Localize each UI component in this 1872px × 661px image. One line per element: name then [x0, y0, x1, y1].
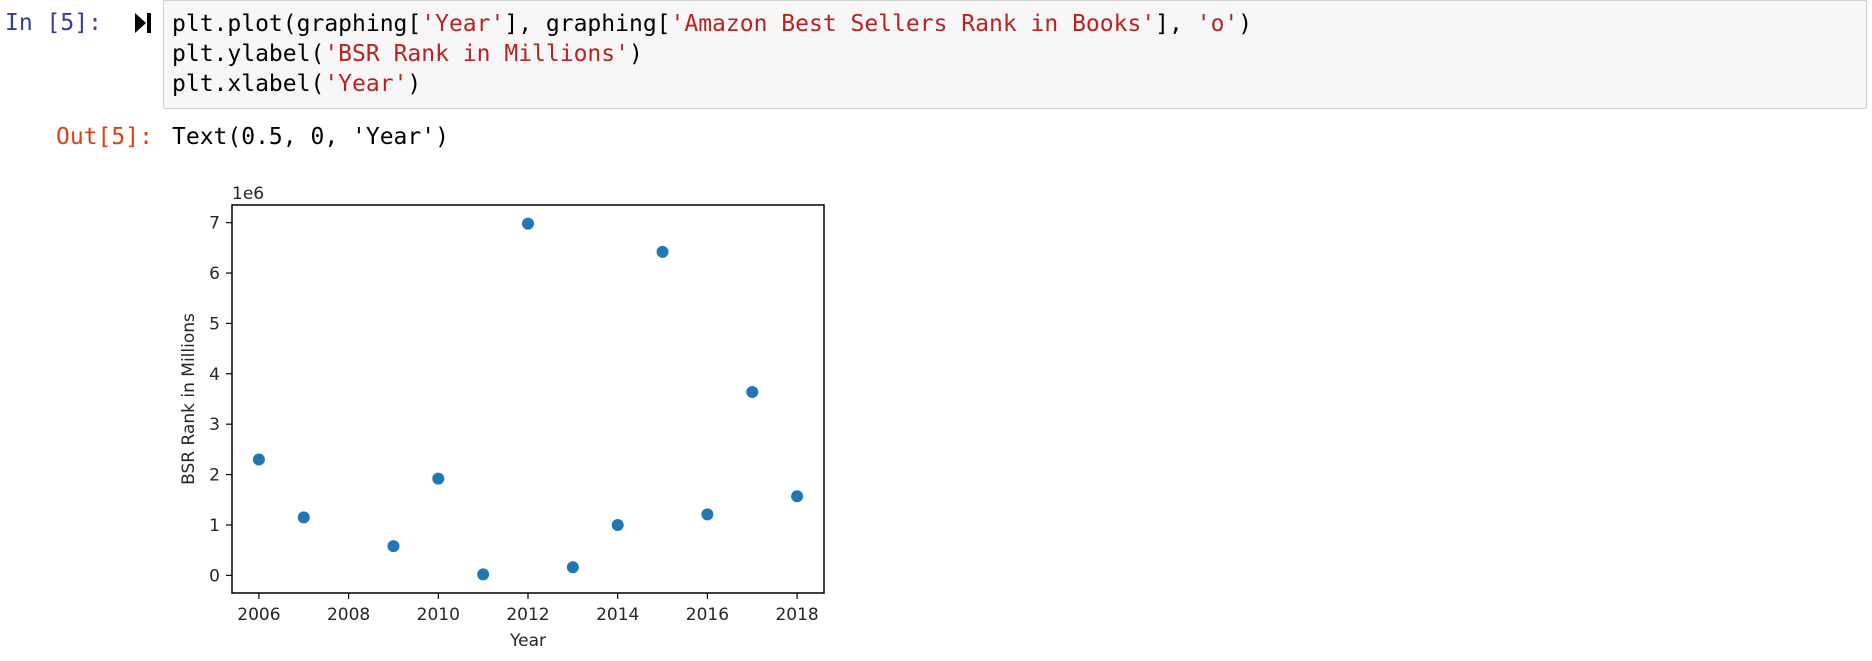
code-token: plt.xlabel( — [172, 71, 325, 97]
data-point — [746, 385, 759, 398]
code-line: plt.plot(graphing['Year'], graphing['Ama… — [172, 9, 1252, 39]
x-tick-label: 2010 — [417, 605, 460, 625]
y-offset-label: 1e6 — [232, 184, 264, 204]
y-tick-label: 3 — [209, 415, 220, 435]
chart-svg: 2006 2008 2010 2012 2014 2016 2018 0 1 2 3 4 5 6 7 1e6 Y… — [179, 184, 825, 651]
scatter-plot: 2006 2008 2010 2012 2014 2016 2018 0 1 2 3 4 5 6 7 1e6 Y… — [170, 175, 850, 661]
code-string-token: 'Year' — [324, 71, 408, 97]
y-tick-label: 0 — [209, 566, 220, 586]
code-editor[interactable]: plt.plot(graphing['Year'], graphing['Ama… — [172, 9, 1252, 99]
code-string-token: 'Year' — [421, 11, 505, 37]
data-point — [477, 568, 490, 581]
code-cell-input[interactable]: plt.plot(graphing['Year'], graphing['Ama… — [163, 0, 1867, 109]
x-tick-label: 2018 — [775, 605, 818, 625]
output-text: Text(0.5, 0, 'Year') — [172, 124, 449, 150]
data-point — [297, 511, 310, 524]
x-tick-label: 2012 — [506, 605, 549, 625]
x-tick-label: 2014 — [596, 605, 639, 625]
x-tick-label: 2008 — [327, 605, 370, 625]
x-tick-label: 2006 — [237, 605, 280, 625]
code-string-token: 'o' — [1196, 11, 1239, 37]
y-tick-label: 5 — [209, 314, 220, 334]
y-tick-label: 4 — [209, 365, 220, 385]
code-token: ) — [1238, 11, 1253, 37]
y-tick-label: 2 — [209, 466, 220, 486]
data-point — [791, 490, 804, 503]
data-point — [432, 472, 445, 485]
plot-frame — [231, 204, 825, 594]
code-token: plt.ylabel( — [172, 41, 325, 67]
code-token: ], — [1155, 11, 1197, 37]
code-line: plt.ylabel('BSR Rank in Millions') — [172, 39, 1252, 69]
run-cell-icon[interactable] — [134, 12, 152, 34]
code-token: ) — [407, 71, 422, 97]
y-tick-label: 6 — [209, 264, 220, 284]
data-point — [566, 561, 579, 574]
code-token: ) — [628, 41, 643, 67]
y-tick-label: 7 — [209, 214, 220, 234]
code-token: plt.plot(graphing[ — [172, 11, 422, 37]
y-tick-label: 1 — [209, 516, 220, 536]
x-axis-label: Year — [509, 631, 546, 651]
code-line: plt.xlabel('Year') — [172, 69, 1252, 99]
data-point — [522, 217, 534, 230]
data-point — [387, 540, 400, 553]
input-prompt: In [5]: — [5, 10, 102, 36]
x-tick-label: 2016 — [686, 605, 729, 625]
code-token: ], graphing[ — [504, 11, 671, 37]
data-point — [701, 508, 714, 521]
data-point — [611, 518, 624, 531]
y-axis-label: BSR Rank in Millions — [179, 313, 199, 485]
data-point — [252, 453, 265, 466]
data-point — [656, 245, 669, 258]
code-string-token: 'BSR Rank in Millions' — [324, 41, 629, 67]
output-prompt: Out[5]: — [56, 124, 153, 150]
code-string-token: 'Amazon Best Sellers Rank in Books' — [670, 11, 1156, 37]
